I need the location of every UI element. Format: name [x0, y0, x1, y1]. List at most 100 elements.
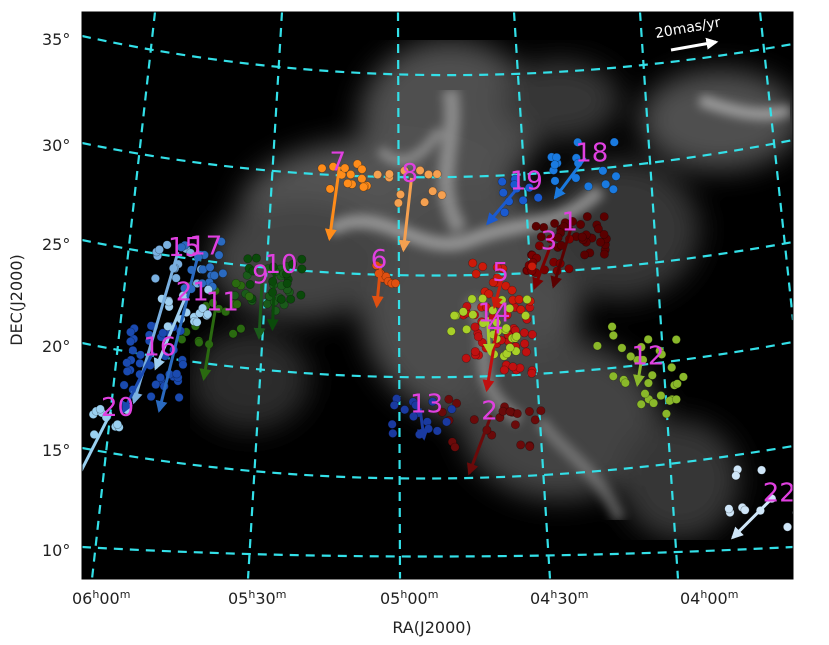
star-point-group-9: [230, 290, 240, 300]
star-point-group-18: [609, 137, 619, 147]
star-point-group-12: [620, 378, 630, 388]
star-point-group-2: [469, 415, 479, 425]
star-point-group-11: [221, 307, 231, 317]
group-label-7: 7: [330, 148, 347, 178]
star-point-group-8: [399, 166, 409, 176]
star-point-group-4: [473, 332, 483, 342]
star-point-group-15: [186, 248, 196, 258]
star-point-group-12: [643, 378, 653, 388]
star-point-group-3: [564, 264, 574, 274]
star-point-group-12: [640, 389, 650, 399]
star-point-group-5: [527, 261, 537, 271]
star-point-group-14: [478, 294, 488, 304]
star-point-group-13: [408, 411, 418, 421]
group-label-9: 9: [252, 261, 269, 291]
star-point-group-4: [527, 368, 537, 378]
star-point-group-11: [208, 298, 218, 308]
star-point-group-14: [462, 324, 472, 334]
star-point-group-18: [550, 176, 560, 186]
star-point-group-2: [524, 406, 534, 416]
star-point-group-10: [276, 294, 286, 304]
star-point-group-12: [667, 362, 677, 372]
x-axis: 06h00m 05h30m 05h00m 04h30m 04h00m: [72, 588, 738, 608]
star-point-group-8: [415, 166, 425, 176]
star-point-group-11: [194, 337, 204, 347]
star-point-group-8: [437, 190, 447, 200]
star-point-group-14: [522, 294, 532, 304]
grid-line-dec-25: [82, 238, 793, 277]
star-point-group-17: [214, 250, 224, 260]
star-point-group-8: [432, 169, 442, 179]
star-point-group-14: [511, 331, 521, 341]
star-point-group-22: [804, 493, 812, 501]
y-axis: 35° 30° 25° 20° 15° 10° DEC(J2000): [7, 30, 70, 560]
star-point-group-7: [325, 184, 335, 194]
star-point-group-14: [458, 307, 468, 317]
star-point-group-4: [470, 322, 480, 332]
star-point-group-4: [508, 362, 518, 372]
star-point-group-1: [550, 219, 560, 229]
star-point-group-1: [599, 229, 609, 239]
star-point-group-13: [388, 428, 398, 438]
y-tick-label: 35°: [42, 30, 70, 49]
star-point-group-1: [599, 212, 609, 222]
coordinate-grid: [82, 12, 793, 579]
star-point-group-15: [154, 245, 164, 255]
star-point-group-22: [798, 494, 806, 502]
star-point-group-2: [510, 420, 520, 430]
star-point-group-16: [136, 350, 146, 360]
group-label-4: 4: [487, 311, 504, 341]
group-label-2: 2: [481, 396, 498, 426]
y-tick-label: 25°: [42, 235, 70, 254]
x-tick-label: 05h00m: [380, 588, 438, 608]
star-point-group-14: [521, 311, 531, 321]
star-point-group-2: [437, 407, 447, 417]
star-point-group-12: [678, 372, 688, 382]
star-point-group-5: [478, 262, 488, 272]
star-point-group-8: [428, 186, 438, 196]
star-point-group-17: [205, 262, 215, 272]
motion-arrow-group-3: [532, 245, 553, 290]
star-point-group-22: [757, 465, 767, 475]
star-point-group-8: [384, 169, 394, 179]
star-point-group-12: [647, 370, 657, 380]
star-point-group-11: [228, 329, 238, 339]
star-point-group-14: [492, 318, 502, 328]
star-point-group-1: [576, 220, 586, 230]
star-point-group-12: [671, 335, 681, 345]
star-point-group-10: [251, 253, 261, 263]
group-label-14: 14: [478, 298, 511, 328]
group-label-1: 1: [562, 207, 579, 237]
group-label-3: 3: [541, 227, 558, 257]
star-point-group-17: [218, 268, 228, 278]
grid-line-dec-35: [82, 34, 793, 77]
group-label-16: 16: [143, 333, 176, 363]
star-point-group-4: [521, 347, 531, 357]
x-tick-label: 06h00m: [72, 588, 130, 608]
motion-arrow-group-19: [486, 184, 521, 226]
star-point-group-7: [357, 164, 367, 174]
star-point-group-7: [357, 174, 367, 184]
star-point-group-12: [608, 330, 618, 340]
star-point-group-10: [297, 254, 307, 264]
star-point-group-21: [198, 303, 208, 313]
star-point-group-4: [520, 339, 530, 349]
star-point-group-10: [281, 269, 291, 279]
star-point-group-18: [583, 181, 593, 191]
star-point-group-16: [126, 337, 136, 347]
star-point-group-2: [505, 407, 515, 417]
star-point-group-1: [595, 237, 605, 247]
star-point-group-20: [95, 404, 105, 414]
motion-arrow-group-17: [155, 250, 201, 413]
star-point-group-5: [484, 289, 494, 299]
star-point-group-7: [317, 163, 327, 173]
group-label-12: 12: [631, 342, 664, 372]
group-label-21: 21: [176, 277, 209, 307]
x-tick-label: 05h30m: [228, 588, 286, 608]
motion-arrow-group-7: [324, 166, 341, 242]
star-point-group-13: [447, 404, 457, 414]
star-point-group-7: [343, 178, 353, 188]
star-point-group-19: [533, 193, 543, 203]
star-point-group-12: [617, 343, 627, 353]
